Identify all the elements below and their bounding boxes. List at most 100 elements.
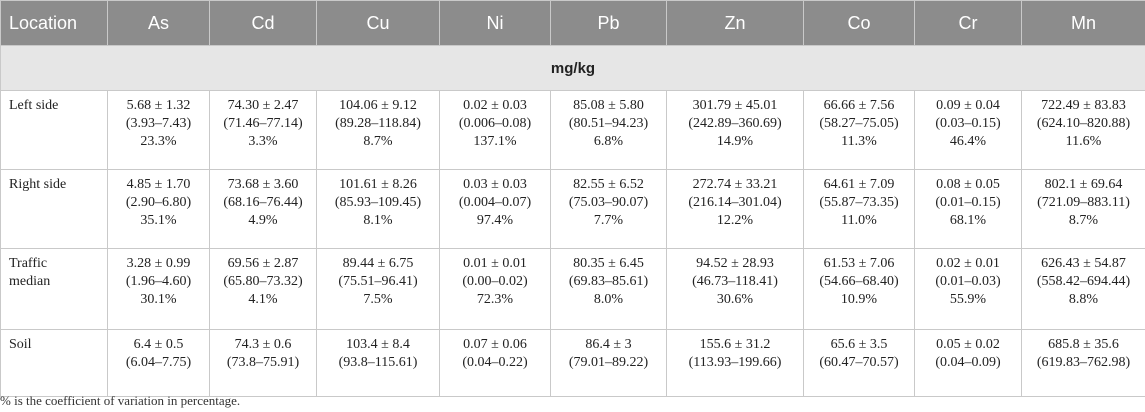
co-cell: 64.61 ± 7.09 (55.87–73.35) 11.0% [803, 169, 915, 249]
range: (113.93–199.66) [688, 355, 782, 370]
cu-cell: 104.06 ± 9.12 (89.28–118.84) 8.7% [316, 90, 440, 170]
cv: 30.6% [716, 292, 754, 307]
cd-cell: 69.56 ± 2.87 (65.80–73.32) 4.1% [209, 248, 317, 330]
range: (624.10–820.88) [1036, 116, 1131, 131]
range: (71.46–77.14) [223, 116, 303, 131]
mean-sd: 65.6 ± 3.5 [830, 337, 888, 352]
header-co: Co [803, 0, 915, 46]
location-line: Traffic [9, 256, 48, 271]
mean-sd: 0.02 ± 0.03 [463, 98, 527, 113]
mean-sd: 66.66 ± 7.56 [823, 98, 895, 113]
table-footnote: % is the coefficient of variation in per… [0, 393, 241, 408]
mean-sd: 64.61 ± 7.09 [823, 177, 895, 192]
range: (55.87–73.35) [819, 195, 899, 210]
mean-sd: 272.74 ± 33.21 [692, 177, 778, 192]
range: (0.04–0.22) [462, 355, 528, 370]
unit-label: mg/kg [0, 45, 1145, 91]
ni-cell: 0.01 ± 0.01 (0.00–0.02) 72.3% [439, 248, 551, 330]
location-cell: Soil [0, 329, 108, 397]
mn-cell: 802.1 ± 69.64 (721.09–883.11) 8.7% [1021, 169, 1145, 249]
mean-sd: 802.1 ± 69.64 [1044, 177, 1123, 192]
as-cell: 5.68 ± 1.32 (3.93–7.43) 23.3% [107, 90, 210, 170]
location-cell: Right side [0, 169, 108, 249]
header-mn: Mn [1021, 0, 1145, 46]
cv: 12.2% [716, 213, 754, 228]
mean-sd: 685.8 ± 35.6 [1048, 337, 1119, 352]
cv: 30.1% [140, 292, 177, 307]
range: (46.73–118.41) [692, 274, 778, 289]
header-ni: Ni [439, 0, 551, 46]
header-row: Location As Cd Cu Ni Pb Zn Co Cr Mn [0, 0, 1145, 46]
cv: 8.1% [363, 213, 393, 228]
cv: 35.1% [140, 213, 177, 228]
mean-sd: 103.4 ± 8.4 [346, 337, 410, 352]
cv: 3.3% [248, 134, 278, 149]
table-row: Soil 6.4 ± 0.5 (6.04–7.75) 74.3 ± 0.6 (73.… [0, 329, 1145, 397]
mean-sd: 85.08 ± 5.80 [573, 98, 644, 113]
table-row: Left side 5.68 ± 1.32 (3.93–7.43) 23.3% 74… [0, 90, 1145, 170]
range: (0.01–0.15) [935, 195, 1001, 210]
zn-cell: 94.52 ± 28.93 (46.73–118.41) 30.6% [666, 248, 804, 330]
mean-sd: 0.05 ± 0.02 [936, 337, 1000, 352]
range: (2.90–6.80) [125, 195, 192, 210]
mean-sd: 4.85 ± 1.70 [126, 177, 191, 192]
cv: 4.1% [248, 292, 278, 307]
cr-cell: 0.05 ± 0.02 (0.04–0.09) [914, 329, 1022, 397]
metal-concentration-table: Location As Cd Cu Ni Pb Zn Co Cr Mn mg/k… [0, 0, 1145, 397]
cd-cell: 73.68 ± 3.60 (68.16–76.44) 4.9% [209, 169, 317, 249]
cv: 46.4% [949, 134, 987, 149]
cv: 8.7% [1068, 213, 1099, 228]
mn-cell: 685.8 ± 35.6 (619.83–762.98) [1021, 329, 1145, 397]
range: (0.01–0.03) [935, 274, 1001, 289]
range: (0.00–0.02) [462, 274, 528, 289]
cv: 55.9% [949, 292, 987, 307]
range: (80.51–94.23) [568, 116, 649, 131]
range: (73.8–75.91) [226, 355, 300, 370]
range: (54.66–68.40) [819, 274, 899, 289]
range: (619.83–762.98) [1036, 355, 1131, 370]
range: (69.83–85.61) [568, 274, 649, 289]
cv: 4.9% [248, 213, 278, 228]
cv: 68.1% [949, 213, 987, 228]
mean-sd: 155.6 ± 31.2 [699, 337, 771, 352]
mean-sd: 101.61 ± 8.26 [339, 177, 417, 192]
cu-cell: 103.4 ± 8.4 (93.8–115.61) [316, 329, 440, 397]
cr-cell: 0.08 ± 0.05 (0.01–0.15) 68.1% [914, 169, 1022, 249]
mean-sd: 6.4 ± 0.5 [133, 337, 184, 352]
mean-sd: 104.06 ± 9.12 [339, 98, 417, 113]
as-cell: 6.4 ± 0.5 (6.04–7.75) [107, 329, 210, 397]
table-row: Right side 4.85 ± 1.70 (2.90–6.80) 35.1% 7… [0, 169, 1145, 249]
cv: 14.9% [716, 134, 754, 149]
mean-sd: 301.79 ± 45.01 [692, 98, 778, 113]
co-cell: 66.66 ± 7.56 (58.27–75.05) 11.3% [803, 90, 915, 170]
as-cell: 3.28 ± 0.99 (1.96–4.60) 30.1% [107, 248, 210, 330]
mean-sd: 0.03 ± 0.03 [463, 177, 527, 192]
mean-sd: 5.68 ± 1.32 [126, 98, 191, 113]
zn-cell: 301.79 ± 45.01 (242.89–360.69) 14.9% [666, 90, 804, 170]
range: (0.04–0.09) [935, 355, 1001, 370]
mean-sd: 0.02 ± 0.01 [936, 256, 1000, 271]
range: (6.04–7.75) [125, 355, 192, 370]
cv: 6.8% [593, 134, 624, 149]
mean-sd: 722.49 ± 83.83 [1041, 98, 1126, 113]
header-as: As [107, 0, 210, 46]
header-location: Location [0, 0, 108, 46]
cu-cell: 89.44 ± 6.75 (75.51–96.41) 7.5% [316, 248, 440, 330]
pb-cell: 86.4 ± 3 (79.01–89.22) [550, 329, 667, 397]
range: (0.004–0.07) [458, 195, 532, 210]
cv: 8.7% [363, 134, 393, 149]
cr-cell: 0.09 ± 0.04 (0.03–0.15) 46.4% [914, 90, 1022, 170]
range: (216.14–301.04) [688, 195, 782, 210]
cv: 8.0% [593, 292, 624, 307]
pb-cell: 80.35 ± 6.45 (69.83–85.61) 8.0% [550, 248, 667, 330]
cv: 10.9% [840, 292, 878, 307]
header-cu: Cu [316, 0, 440, 46]
range: (242.89–360.69) [688, 116, 782, 131]
co-cell: 61.53 ± 7.06 (54.66–68.40) 10.9% [803, 248, 915, 330]
location-cell: Left side [0, 90, 108, 170]
cv: 97.4% [476, 213, 514, 228]
pb-cell: 85.08 ± 5.80 (80.51–94.23) 6.8% [550, 90, 667, 170]
unit-row: mg/kg [0, 45, 1145, 91]
as-cell: 4.85 ± 1.70 (2.90–6.80) 35.1% [107, 169, 210, 249]
range: (58.27–75.05) [819, 116, 899, 131]
